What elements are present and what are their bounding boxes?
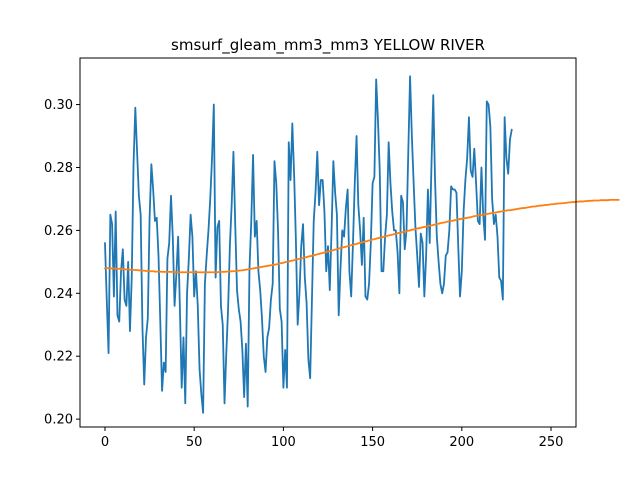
series-line-2 xyxy=(104,198,620,274)
y-tick-label: 0.20 xyxy=(44,413,73,428)
y-tick-label: 0.30 xyxy=(44,98,73,113)
x-axis: 0 50 100 150 200 250 xyxy=(101,427,564,450)
x-tick-label: 50 xyxy=(186,435,203,450)
y-tick-label: 0.24 xyxy=(44,287,73,302)
chart-title: smsurf_gleam_mm3_mm3 YELLOW RIVER xyxy=(171,36,485,55)
y-tick-label: 0.26 xyxy=(44,224,73,239)
y-tick-label: 0.22 xyxy=(44,350,73,365)
y-axis: 0.20 0.22 0.24 0.26 0.28 0.30 xyxy=(44,98,80,428)
series-line-1 xyxy=(104,75,513,414)
x-tick-label: 250 xyxy=(539,435,564,450)
x-tick-label: 100 xyxy=(271,435,296,450)
series-layer xyxy=(104,75,620,414)
x-tick-label: 0 xyxy=(101,435,109,450)
x-tick-label: 150 xyxy=(360,435,385,450)
y-tick-label: 0.28 xyxy=(44,161,73,176)
x-tick-label: 200 xyxy=(449,435,474,450)
plot-frame xyxy=(79,57,577,428)
